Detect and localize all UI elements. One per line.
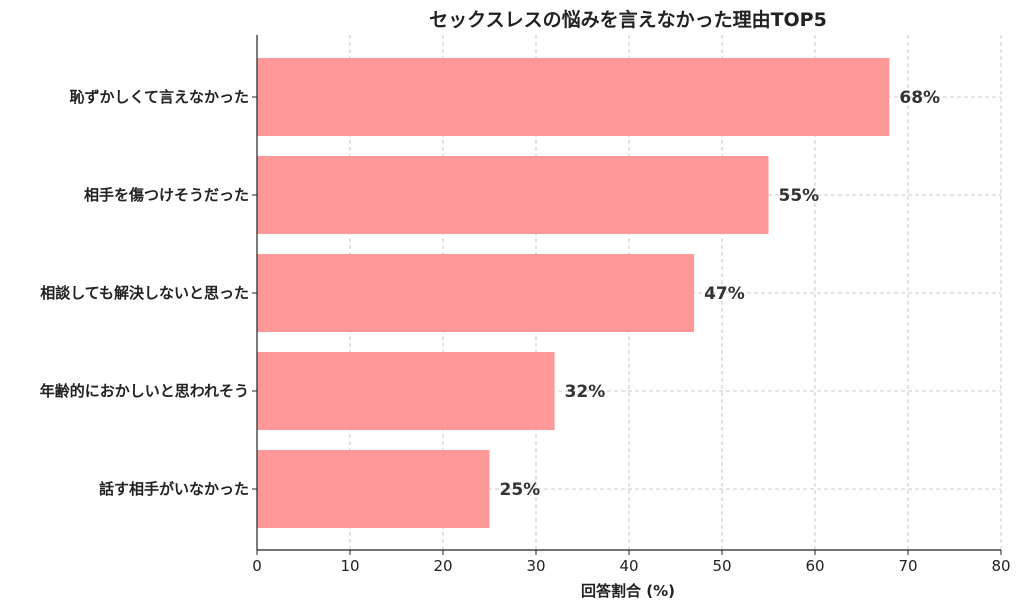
x-tick-label: 80 xyxy=(991,557,1010,575)
category-label: 恥ずかしくて言えなかった xyxy=(69,88,249,106)
data-label: 32% xyxy=(565,382,606,402)
data-label: 25% xyxy=(500,480,541,500)
x-tick-label: 30 xyxy=(526,557,545,575)
x-axis-title: 回答割合 (%) xyxy=(581,582,675,600)
category-label: 年齢的におかしいと思われそう xyxy=(40,382,249,400)
chart-title: セックスレスの悩みを言えなかった理由TOP5 xyxy=(429,8,827,31)
x-tick-label: 20 xyxy=(433,557,452,575)
axes-layer: 0 10 20 30 40 50 60 70 80 xyxy=(252,35,1011,575)
x-tick-label: 50 xyxy=(712,557,731,575)
x-tick-label: 60 xyxy=(805,557,824,575)
bar xyxy=(257,254,695,332)
x-tick-label: 0 xyxy=(252,557,262,575)
data-label: 55% xyxy=(779,186,820,206)
labels-layer: 恥ずかしくて言えなかった 68% 相手を傷つけそうだった 55% 相談しても解決しないと… xyxy=(40,88,940,500)
x-tick-label: 40 xyxy=(619,557,638,575)
bar xyxy=(257,156,769,234)
bar xyxy=(257,450,490,528)
x-tick-label: 10 xyxy=(340,557,359,575)
data-label: 68% xyxy=(899,88,940,108)
data-label: 47% xyxy=(704,284,745,304)
bar xyxy=(257,58,890,136)
bars-layer xyxy=(257,58,890,528)
x-tick-label: 70 xyxy=(898,557,917,575)
category-label: 話す相手がいなかった xyxy=(99,480,249,498)
category-label: 相手を傷つけそうだった xyxy=(84,186,249,204)
bar xyxy=(257,352,555,430)
category-label: 相談しても解決しないと思った xyxy=(40,284,249,302)
